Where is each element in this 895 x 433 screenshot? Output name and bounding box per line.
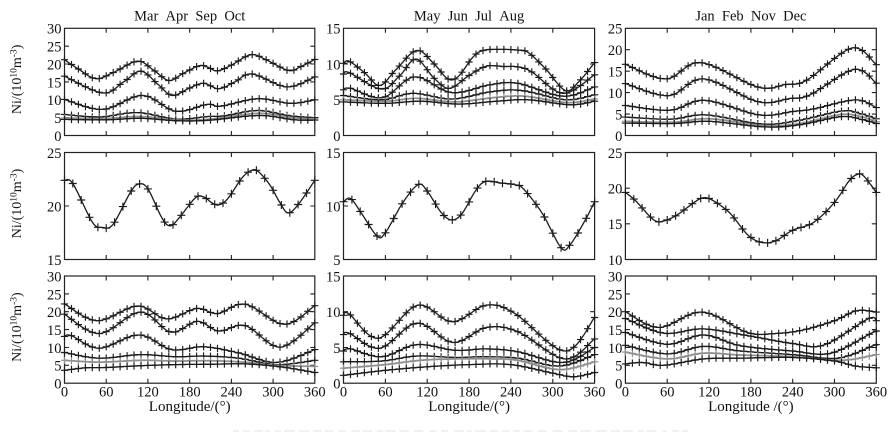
svg-text:10: 10 [608,341,623,357]
svg-text:20: 20 [47,199,62,215]
svg-text:15: 15 [326,22,341,38]
svg-text:5: 5 [615,108,622,124]
svg-text:10: 10 [608,253,623,269]
svg-text:0: 0 [615,129,622,145]
svg-text:0: 0 [54,377,61,393]
svg-text:25: 25 [47,40,62,56]
svg-text:5: 5 [333,93,340,109]
svg-text:20: 20 [47,305,62,321]
svg-text:120: 120 [416,385,438,401]
svg-text:Ni/(1010m-3): Ni/(1010m-3) [10,292,26,362]
svg-text:60: 60 [660,385,675,401]
svg-text:20: 20 [608,305,623,321]
svg-text:25: 25 [608,22,623,38]
svg-text:120: 120 [137,385,159,401]
svg-text:10: 10 [326,57,341,73]
svg-text:5: 5 [333,341,340,357]
svg-text:0: 0 [61,385,68,401]
svg-text:20: 20 [47,57,62,73]
svg-text:15: 15 [326,146,341,162]
svg-text:Longitude /(°): Longitude /(°) [708,399,794,415]
svg-text:25: 25 [608,146,623,162]
svg-text:10: 10 [326,199,341,215]
svg-text:0: 0 [340,385,347,401]
svg-text:15: 15 [608,65,623,81]
svg-text:360: 360 [304,385,326,401]
svg-text:Ni/(1010m-3): Ni/(1010m-3) [10,168,26,238]
svg-text:0: 0 [333,129,340,145]
svg-text:180: 180 [740,385,762,401]
svg-text:5: 5 [54,359,61,375]
svg-text:Longitude/(°): Longitude/(°) [428,399,510,415]
svg-text:360: 360 [865,385,887,401]
svg-text:0: 0 [615,377,622,393]
svg-text:10: 10 [326,305,341,321]
svg-text:25: 25 [47,287,62,303]
svg-text:120: 120 [698,385,720,401]
svg-text:300: 300 [542,385,564,401]
svg-text:30: 30 [47,269,62,285]
svg-text:300: 300 [262,385,284,401]
svg-text:0: 0 [54,129,61,145]
svg-text:May Jun Jul Aug: May Jun Jul Aug [414,9,524,25]
svg-text:15: 15 [326,269,341,285]
svg-text:5: 5 [54,111,61,127]
svg-text:15: 15 [47,253,62,269]
svg-text:15: 15 [47,75,62,91]
svg-text:15: 15 [47,323,62,339]
svg-text:5: 5 [615,359,622,375]
svg-text:240: 240 [782,385,804,401]
svg-text:25: 25 [608,287,623,303]
svg-text:300: 300 [824,385,846,401]
svg-text:10: 10 [608,86,623,102]
svg-text:60: 60 [378,385,393,401]
svg-text:360: 360 [584,385,606,401]
svg-text:20: 20 [608,43,623,59]
svg-text:0: 0 [622,385,629,401]
svg-text:180: 180 [179,385,201,401]
svg-text:Mar Apr Sep Oct: Mar Apr Sep Oct [134,9,245,25]
svg-text:Ni/(1010m-3): Ni/(1010m-3) [10,44,26,114]
svg-text:Longitude/(°): Longitude/(°) [149,399,231,415]
svg-text:Jan Feb Nov Dec: Jan Feb Nov Dec [695,9,806,25]
svg-text:10: 10 [47,93,62,109]
svg-text:0: 0 [333,377,340,393]
svg-text:240: 240 [221,385,243,401]
svg-text:10: 10 [47,341,62,357]
svg-text:20: 20 [608,182,623,198]
svg-text:240: 240 [500,385,522,401]
svg-text:30: 30 [608,269,623,285]
svg-text:15: 15 [608,217,623,233]
svg-text:5: 5 [333,253,340,269]
svg-text:30: 30 [47,22,62,38]
svg-text:15: 15 [608,323,623,339]
svg-text:180: 180 [458,385,480,401]
svg-text:60: 60 [99,385,114,401]
svg-text:25: 25 [47,146,62,162]
